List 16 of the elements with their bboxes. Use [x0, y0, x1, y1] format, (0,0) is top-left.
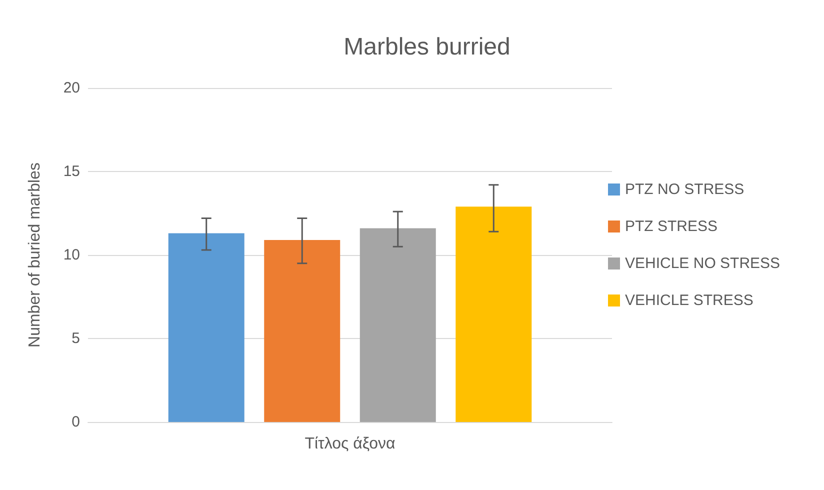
y-axis-title: Number of buried marbles [26, 162, 44, 348]
y-tick-label: 10 [63, 246, 80, 264]
bar [264, 240, 340, 422]
bar [168, 233, 244, 422]
y-tick-label: 20 [63, 80, 80, 96]
x-axis-title: Τίτλος άξονα [304, 436, 396, 452]
legend-label: VEHICLE NO STRESS [625, 255, 780, 272]
legend-label: PTZ NO STRESS [625, 181, 744, 198]
y-tick-label: 15 [63, 163, 80, 180]
y-tick-label: 0 [72, 414, 80, 430]
legend-label: PTZ STRESS [625, 218, 718, 235]
chart-title: Marbles burried [344, 34, 510, 60]
y-tick-label: 5 [72, 330, 80, 347]
legend-label: VEHICLE STRESS [625, 292, 754, 309]
bar [360, 228, 436, 422]
bar [456, 206, 532, 422]
